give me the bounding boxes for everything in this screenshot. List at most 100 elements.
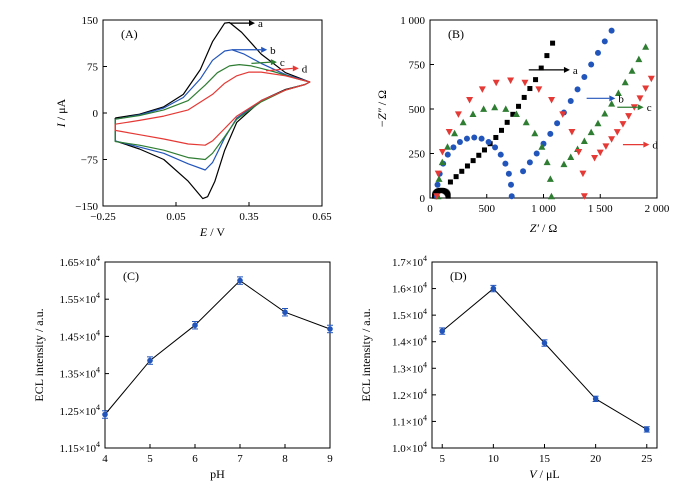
nyquist-point-d [596,149,604,157]
nyquist-point-c [594,119,602,127]
y-tick-label: 1.0×104 [392,440,427,455]
nyquist-point-b [567,97,574,104]
nyquist-point-d [647,75,655,83]
panel-label: (C) [123,269,139,283]
x-axis-label-symbol: E [199,225,208,239]
nyquist-point-c [459,118,467,126]
y-tick-mantissa: 1.1×10 [392,416,423,428]
cv-curve-d [114,71,311,146]
y-tick-exponent: 4 [423,440,427,449]
y-tick-exponent: 4 [423,254,427,263]
data-point [147,357,153,364]
nyquist-point-b [434,181,441,188]
nyquist-point-c [587,128,595,136]
y-axis-label: ECL intensity / a.u. [359,308,373,401]
nyquist-point-c [601,109,609,117]
x-tick-label: 0.05 [166,211,186,223]
y-tick-mantissa: 1.15×10 [60,443,97,455]
nyquist-point-d [575,148,583,156]
curve-label-c: c [647,102,652,114]
nyquist-point-d [466,97,474,104]
nyquist-point-b [526,159,533,166]
y-tick-label: 1.45×104 [60,328,100,343]
nyquist-point-c [469,110,477,117]
x-axis-label: E / V [199,225,225,239]
x-axis-label-unit: / μL [537,467,560,481]
nyquist-point-c [635,55,643,63]
y-tick-mantissa: 1.3×10 [392,363,423,375]
y-tick-label: −75 [81,155,99,167]
curve-label-a: a [258,18,263,30]
data-point [592,396,599,402]
x-tick-label: 2 000 [645,203,670,215]
panel-2: 4 5 6 7 8 91.15×1041.25×1041.35×1041.45×1041.… [32,254,333,481]
nyquist-point-c [614,89,622,96]
arrow-head-b [609,95,616,102]
y-tick-mantissa: 1.65×10 [60,257,97,269]
y-tick-label: 1.6×104 [392,281,427,296]
nyquist-point-a [445,193,451,199]
nyquist-point-b [588,61,595,68]
ecl-line [441,287,648,430]
nyquist-point-c [512,110,520,117]
nyquist-point-a [476,152,482,158]
nyquist-point-d [591,154,599,162]
y-tick-label: 1.7×104 [392,254,427,269]
y-tick-label: −150 [75,201,98,213]
nyquist-point-d [548,97,556,104]
nyquist-point-a [550,40,556,46]
nyquist-point-c [560,160,568,168]
nyquist-point-a [504,119,510,125]
x-tick-label: 0 [427,203,433,215]
data-point [643,426,650,433]
arrow-head-c [637,104,644,111]
y-tick-mantissa: 1.35×10 [60,369,97,381]
nyquist-point-d [625,113,633,120]
x-axis-label: Z′ / Ω [530,221,558,235]
nyquist-point-c [621,78,629,86]
y-tick-label: 1 000 [400,15,425,27]
nyquist-point-c [547,192,555,200]
nyquist-point-b [554,120,561,127]
nyquist-point-b [505,170,512,177]
arrow-head-c [270,59,277,66]
x-tick-label: 15 [539,453,551,465]
plot-frame [102,19,323,207]
y-tick-mantissa: 1.4×10 [392,337,423,349]
nyquist-point-c [608,100,616,107]
nyquist-point-c [480,105,488,112]
ecl-line [104,279,331,415]
y-tick-label: 500 [409,104,426,116]
curve-label-b: b [270,45,276,57]
arrow-head-d [292,65,299,72]
nyquist-point-d [454,111,462,118]
y-tick-label: 750 [409,60,426,72]
nyquist-point-b [450,144,457,151]
y-tick-label: 1.2×104 [392,387,427,402]
y-tick-exponent: 4 [423,413,427,422]
y-tick-exponent: 4 [96,291,100,300]
nyquist-point-d [579,170,587,178]
y-tick-mantissa: 1.6×10 [392,284,423,296]
x-axis-label-symbol: Z′ [530,221,540,235]
y-axis-label-symbol: I [54,122,68,128]
curve-label-a: a [573,65,578,77]
y-tick-mantissa: 1.55×10 [60,294,97,306]
nyquist-point-b [594,49,601,56]
series-c [434,43,650,200]
nyquist-point-d [608,136,616,143]
data-point [490,285,497,292]
x-tick-label: 0.35 [239,211,259,223]
x-tick-label: 1 500 [588,203,613,215]
x-tick-label: −0.25 [90,211,116,223]
nyquist-point-b [601,38,608,45]
data-point [102,411,108,418]
nyquist-point-d [434,170,442,178]
nyquist-point-a [510,111,516,117]
nyquist-point-d [613,129,621,136]
nyquist-point-b [492,144,499,151]
y-tick-label: 1.25×104 [60,403,100,418]
y-tick-mantissa: 1.25×10 [60,406,97,418]
x-tick-label: 0.65 [312,211,332,223]
nyquist-point-c [444,143,452,150]
